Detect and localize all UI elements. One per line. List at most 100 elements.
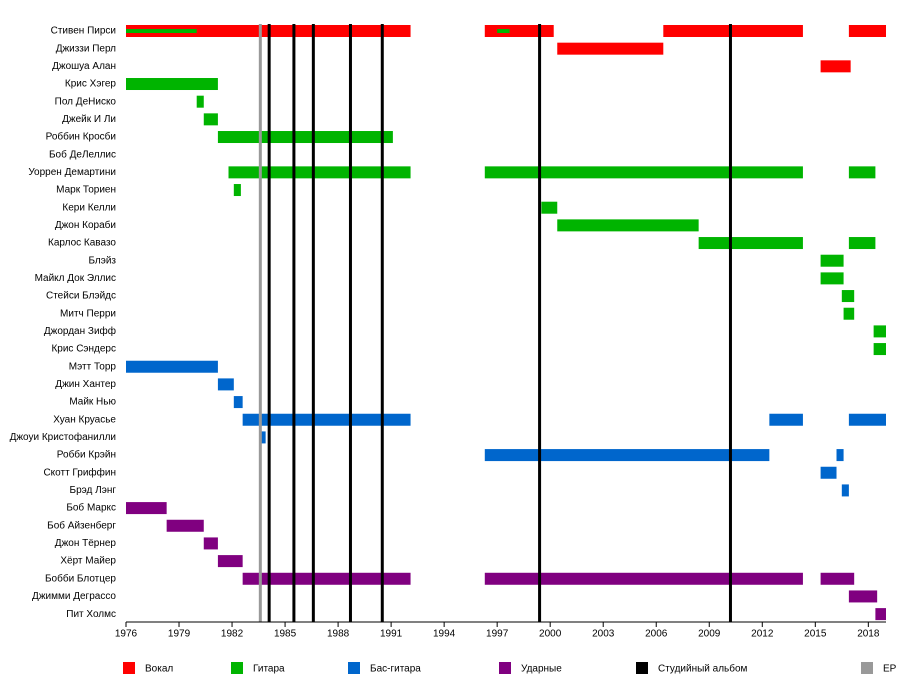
legend-swatch xyxy=(123,662,135,674)
membership-bar xyxy=(203,537,218,550)
legend-swatch xyxy=(499,662,511,674)
membership-bar xyxy=(848,25,886,37)
member-label: Хуан Круасье xyxy=(53,414,116,425)
member-label: Джимми Деграссо xyxy=(32,591,116,602)
membership-bar xyxy=(841,484,849,497)
membership-bar xyxy=(848,590,878,603)
member-label: Уоррен Демартини xyxy=(28,167,116,178)
x-tick-label: 1985 xyxy=(274,629,297,640)
membership-bar xyxy=(873,325,886,338)
legend-label: Вокал xyxy=(145,664,173,675)
member-label: Роббин Кросби xyxy=(46,131,116,143)
x-tick-label: 1988 xyxy=(327,629,350,640)
member-label: Майк Нью xyxy=(69,397,116,408)
membership-bar xyxy=(260,431,266,444)
member-label: Боб Айзенберг xyxy=(47,519,116,531)
member-label: Пит Холмс xyxy=(66,609,116,620)
member-label: Стейси Блэйдс xyxy=(46,291,116,302)
legend-label: Студийный альбом xyxy=(658,663,748,675)
membership-bar xyxy=(126,502,167,515)
x-tick-label: 1979 xyxy=(168,629,191,640)
legend-swatch xyxy=(348,662,360,674)
member-label: Джордан Зифф xyxy=(44,325,116,337)
member-label: Боб ДеЛеллис xyxy=(49,148,116,160)
x-tick-label: 1997 xyxy=(486,629,509,640)
membership-bar xyxy=(242,413,411,426)
membership-bar xyxy=(217,378,234,391)
membership-bar xyxy=(484,572,803,585)
membership-bar xyxy=(848,237,876,250)
membership-bar xyxy=(228,166,411,179)
legend-label: Гитара xyxy=(253,664,285,675)
membership-bar xyxy=(843,307,855,320)
membership-bar xyxy=(242,572,411,585)
membership-bar xyxy=(484,449,770,462)
member-label: Джон Тёрнер xyxy=(55,538,117,549)
member-label: Джон Кораби xyxy=(55,219,116,231)
membership-bar xyxy=(820,572,855,585)
membership-bar xyxy=(484,25,554,37)
membership-bar xyxy=(126,360,218,373)
membership-bar xyxy=(848,413,886,426)
member-label: Пол ДеНиско xyxy=(55,96,117,107)
x-tick-label: 2006 xyxy=(645,629,668,640)
member-label: Джиззи Перл xyxy=(56,43,116,54)
x-tick-label: 2015 xyxy=(804,629,827,640)
legend-label: Бас-гитара xyxy=(370,664,421,675)
membership-bar xyxy=(196,95,204,108)
member-label: Стивен Пирси xyxy=(51,26,116,37)
x-tick-label: 2012 xyxy=(751,629,774,640)
membership-bar xyxy=(233,396,243,409)
membership-bar xyxy=(841,290,855,303)
membership-bar xyxy=(698,237,803,250)
membership-bar xyxy=(875,608,886,621)
membership-bar xyxy=(663,25,803,37)
membership-bar xyxy=(557,42,664,55)
x-tick-label: 1991 xyxy=(380,629,403,640)
member-label: Джошуа Алан xyxy=(52,61,116,72)
member-label: Кери Келли xyxy=(62,202,116,213)
membership-bar xyxy=(233,184,241,197)
legend-swatch xyxy=(231,662,243,674)
member-label: Брэд Лэнг xyxy=(70,485,117,496)
legend-label: Ударные xyxy=(521,664,562,675)
membership-bar xyxy=(820,254,844,267)
membership-bar xyxy=(484,166,803,179)
member-label: Мэтт Торр xyxy=(69,361,117,372)
member-label: Блэйз xyxy=(88,255,116,266)
membership-bar xyxy=(217,131,393,144)
membership-bar xyxy=(557,219,699,232)
legend-swatch xyxy=(861,662,873,674)
membership-bar xyxy=(769,413,803,426)
membership-bar xyxy=(848,166,876,179)
member-label: Карлос Кавазо xyxy=(48,238,116,249)
x-tick-label: 2009 xyxy=(698,629,721,640)
membership-bar xyxy=(820,466,837,479)
membership-bar xyxy=(836,449,844,462)
member-label: Джоуи Кристофанилли xyxy=(10,431,116,443)
member-label: Бобби Блотцер xyxy=(45,572,116,584)
membership-bar xyxy=(873,343,886,356)
member-label: Скотт Гриффин xyxy=(43,466,116,478)
member-label: Майкл Док Эллис xyxy=(35,273,116,284)
legend-label: EP xyxy=(883,664,897,675)
member-label: Крис Сэндерс xyxy=(51,344,116,355)
member-label: Джин Хантер xyxy=(55,379,116,390)
membership-bar xyxy=(126,78,218,91)
member-label: Боб Маркс xyxy=(66,502,116,514)
membership-bar xyxy=(126,29,197,33)
legend-swatch xyxy=(636,662,648,674)
membership-bar xyxy=(541,201,558,214)
membership-bar xyxy=(497,29,510,33)
membership-bar xyxy=(166,519,204,532)
x-tick-label: 1994 xyxy=(433,629,456,640)
membership-bar xyxy=(217,555,243,568)
member-label: Митч Перри xyxy=(60,308,116,319)
membership-bar xyxy=(820,272,844,285)
member-label: Крис Хэгер xyxy=(65,79,117,90)
member-label: Робби Крэйн xyxy=(57,449,116,461)
member-label: Джейк И Ли xyxy=(62,114,116,125)
membership-bar xyxy=(820,60,851,73)
member-label: Марк Ториен xyxy=(56,185,116,196)
